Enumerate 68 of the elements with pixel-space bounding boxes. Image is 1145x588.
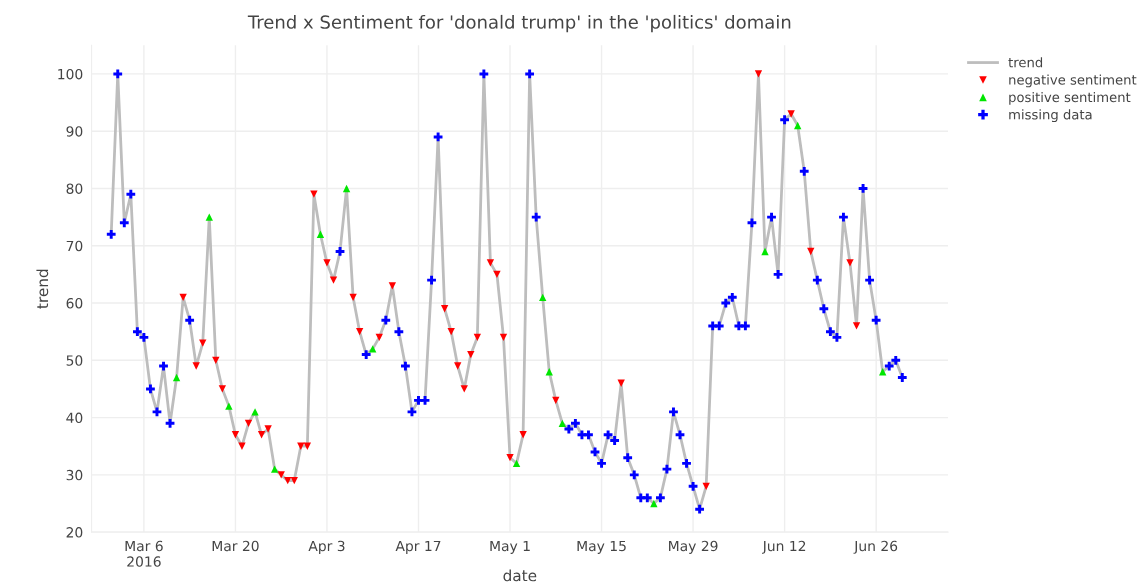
point bbox=[388, 282, 397, 290]
point bbox=[290, 476, 298, 485]
point bbox=[199, 339, 207, 347]
point bbox=[264, 425, 272, 433]
point bbox=[499, 333, 508, 342]
y-tick-label: 30 bbox=[66, 469, 83, 481]
point bbox=[440, 305, 449, 313]
point bbox=[303, 442, 312, 450]
legend-label: negative sentiment bbox=[1009, 74, 1137, 88]
point bbox=[467, 350, 475, 359]
point bbox=[486, 259, 495, 267]
y-tick-label: 50 bbox=[66, 355, 83, 366]
legend-label: missing data bbox=[1009, 109, 1092, 123]
point bbox=[225, 402, 233, 410]
x-tick-label: Jun 12 bbox=[762, 540, 806, 554]
point bbox=[251, 408, 259, 416]
y-tick-label: 20 bbox=[66, 527, 83, 538]
point bbox=[447, 327, 455, 336]
point bbox=[754, 70, 763, 78]
point bbox=[172, 373, 181, 382]
x-tick-label: May 15 bbox=[577, 540, 626, 554]
legend-label: trend bbox=[1008, 57, 1043, 68]
point bbox=[879, 368, 887, 376]
point bbox=[316, 230, 325, 238]
point bbox=[192, 362, 200, 370]
point bbox=[270, 465, 279, 473]
point bbox=[284, 476, 292, 485]
point bbox=[807, 247, 815, 256]
point bbox=[369, 345, 377, 353]
point bbox=[329, 276, 338, 284]
x-tick-label: Jun 26 bbox=[853, 540, 898, 554]
y-tick-label: 40 bbox=[66, 412, 83, 424]
y-tick-label: 70 bbox=[66, 240, 83, 252]
y-tick-label: 60 bbox=[66, 298, 83, 309]
point bbox=[473, 333, 482, 342]
point bbox=[787, 110, 795, 118]
x-tick-label: May 1 bbox=[490, 540, 530, 554]
point bbox=[460, 385, 468, 393]
point bbox=[519, 431, 527, 439]
point bbox=[342, 184, 351, 193]
x-tick-label: Apr 17 bbox=[395, 540, 441, 554]
x-tick-label: Mar 20 bbox=[212, 540, 259, 552]
point bbox=[794, 121, 802, 130]
x-tick-label: May 29 bbox=[669, 540, 718, 554]
x-tick-label: Mar 6 2016 bbox=[125, 540, 163, 567]
y-axis-title: trend bbox=[36, 269, 49, 309]
point bbox=[323, 259, 331, 267]
point bbox=[512, 459, 521, 468]
point bbox=[852, 322, 861, 330]
point bbox=[375, 333, 383, 342]
point bbox=[846, 259, 854, 267]
point bbox=[355, 327, 364, 336]
point bbox=[277, 471, 285, 479]
y-tick-label: 90 bbox=[66, 126, 83, 137]
x-tick-label: Apr 3 bbox=[308, 540, 345, 554]
legend-label: positive sentiment bbox=[1009, 91, 1131, 105]
chart-title: Trend x Sentiment for 'donald trump' in the 'politics' domain bbox=[247, 14, 791, 33]
point bbox=[244, 419, 253, 427]
point bbox=[205, 213, 213, 221]
y-tick-label: 100 bbox=[58, 68, 83, 80]
x-axis-title: date bbox=[503, 569, 537, 582]
point bbox=[257, 431, 266, 439]
point bbox=[558, 419, 566, 427]
point bbox=[231, 431, 240, 439]
point bbox=[218, 385, 227, 393]
y-tick-label: 80 bbox=[66, 183, 83, 194]
point bbox=[539, 293, 547, 301]
point bbox=[454, 362, 462, 370]
